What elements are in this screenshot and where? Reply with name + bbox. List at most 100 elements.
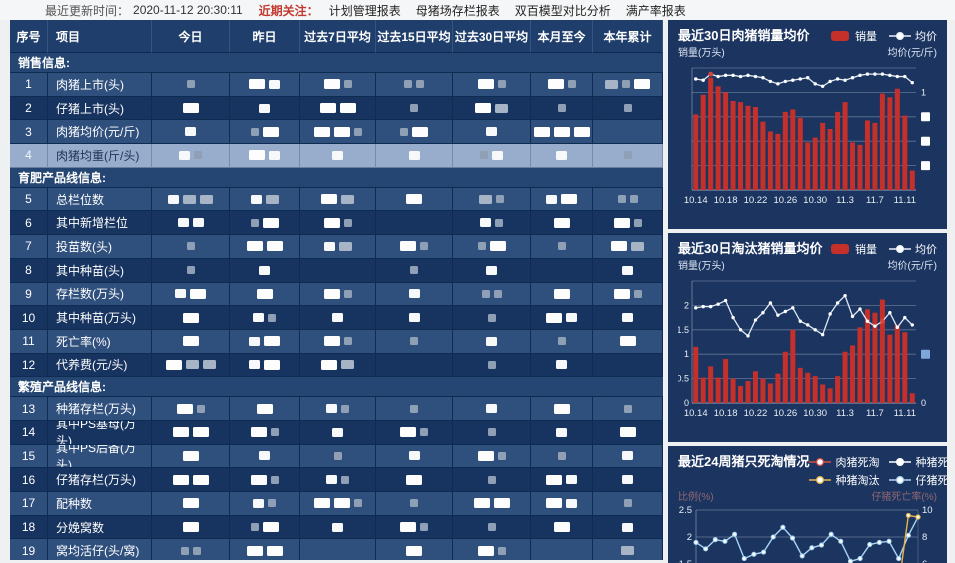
cell-redacted	[531, 539, 593, 560]
table-row[interactable]: 17 配种数	[10, 492, 663, 516]
redaction-block	[341, 360, 354, 370]
topbar-link-1[interactable]: 计划管理报表	[328, 3, 401, 18]
cell-redacted	[593, 235, 663, 259]
redaction-blocks	[152, 266, 229, 275]
table-row[interactable]: 15 其中PS后备(万头)	[10, 444, 663, 469]
table-row[interactable]: 19 窝均活仔(头/窝)	[10, 539, 663, 560]
redaction-block	[477, 450, 494, 461]
redaction-blocks	[453, 79, 530, 90]
cell-redacted	[376, 444, 453, 469]
row-label: 代养费(元/头)	[48, 353, 152, 378]
redaction-blocks	[152, 127, 229, 137]
redaction-block	[176, 403, 193, 414]
table-row[interactable]: 18 分娩窝数	[10, 515, 663, 540]
redaction-block	[613, 217, 630, 228]
redaction-blocks	[300, 451, 375, 460]
table-row[interactable]: 9 存栏数(万头)	[10, 282, 663, 307]
table-row[interactable]: 12 代养费(元/头)	[10, 353, 663, 378]
cell-redacted	[593, 515, 663, 540]
table-row[interactable]: 3 肉猪均价(元/斤)	[10, 120, 663, 145]
redaction-block	[321, 194, 337, 205]
cell-redacted	[376, 420, 453, 445]
svg-text:11.7: 11.7	[866, 195, 884, 206]
row-number: 7	[10, 235, 48, 259]
redaction-block	[573, 126, 590, 137]
table-row[interactable]: 4 肉猪均重(斤/头)	[10, 144, 663, 168]
update-time-label: 最近更新时间：	[45, 3, 130, 18]
cell-redacted	[453, 306, 531, 330]
legend-item-3[interactable]: 种猪淘汰	[809, 472, 879, 488]
redaction-block	[622, 522, 633, 532]
cell-redacted	[230, 235, 300, 259]
cell-redacted	[230, 539, 300, 560]
redaction-block	[270, 475, 279, 484]
redaction-block	[546, 194, 557, 204]
redaction-blocks	[453, 194, 530, 204]
redaction-block	[487, 523, 496, 532]
svg-text:10.14: 10.14	[684, 195, 708, 206]
redaction-blocks	[300, 241, 375, 251]
redaction-block	[556, 150, 567, 160]
redaction-block	[250, 194, 262, 204]
legend-item-4[interactable]: 仔猪死亡	[889, 472, 947, 488]
redaction-block	[492, 150, 503, 160]
redaction-block	[268, 499, 276, 508]
chart-legend: 肉猪死淘 种猪死亡种猪淘汰 仔猪死亡	[809, 454, 947, 488]
redaction-block	[475, 103, 491, 114]
topbar-link-3[interactable]: 双百模型对比分析	[514, 3, 611, 18]
redaction-block	[313, 498, 330, 509]
table-row[interactable]: 6 其中新增栏位	[10, 211, 663, 236]
cell-redacted	[531, 515, 593, 540]
cell-redacted	[376, 397, 453, 421]
cell-redacted	[376, 73, 453, 97]
redaction-block	[266, 545, 283, 556]
legend-item-1[interactable]: 销量	[829, 28, 877, 44]
legend-item-2[interactable]: 种猪死亡	[889, 454, 947, 470]
redaction-blocks	[453, 428, 530, 437]
table-row[interactable]: 5 总栏位数	[10, 187, 663, 212]
row-number: 18	[10, 515, 48, 540]
cell-redacted	[230, 282, 300, 307]
svg-text:0.5: 0.5	[678, 374, 689, 384]
legend-item-2[interactable]: 均价	[889, 241, 937, 257]
redaction-block	[408, 289, 420, 299]
svg-text:10.26: 10.26	[773, 408, 797, 419]
redaction-block	[533, 126, 550, 137]
redaction-blocks	[453, 450, 530, 461]
table-row[interactable]: 11 死亡率(%)	[10, 329, 663, 354]
y-axis-label-left: 销量(万头)	[678, 48, 725, 59]
topbar-link-2[interactable]: 母猪场存栏报表	[415, 3, 500, 18]
chart-card-header: 最近24周猪只死淘情况 肉猪死淘 种猪死亡种猪淘汰 仔猪死亡	[678, 454, 947, 488]
legend-label: 肉猪死淘	[835, 457, 880, 469]
table-body: 销售信息: 1 肉猪上市(头) 2 仔猪上市(头) 3 肉猪均价(元/斤) 4 肉猪均重(斤/头…	[10, 53, 663, 560]
column-header-8: 本年累计	[593, 20, 663, 53]
cell-redacted	[300, 211, 376, 236]
legend-item-2[interactable]: 均价	[889, 28, 937, 44]
redaction-block	[420, 428, 428, 437]
table-row[interactable]: 16 仔猪存栏(万头)	[10, 468, 663, 492]
legend-line-marker	[889, 244, 911, 254]
redaction-block	[553, 217, 570, 228]
redaction-block	[556, 427, 567, 437]
table-row[interactable]: 14 其中PS基母(万头)	[10, 420, 663, 445]
table-row[interactable]: 8 其中种苗(头)	[10, 258, 663, 283]
redaction-block	[333, 126, 350, 137]
row-number: 11	[10, 329, 48, 354]
cell-redacted	[152, 492, 230, 516]
cell-redacted	[300, 235, 376, 259]
table-row[interactable]: 1 肉猪上市(头)	[10, 73, 663, 97]
table-row[interactable]: 7 投苗数(头)	[10, 235, 663, 259]
row-number: 13	[10, 397, 48, 421]
table-row[interactable]: 10 其中种苗(万头)	[10, 306, 663, 330]
cell-redacted	[300, 444, 376, 469]
legend-item-1[interactable]: 肉猪死淘	[809, 454, 879, 470]
cell-redacted	[531, 96, 593, 121]
redaction-block	[487, 313, 496, 322]
redaction-blocks	[531, 79, 592, 90]
table-row[interactable]: 13 种猪存栏(万头)	[10, 397, 663, 421]
redaction-block	[567, 80, 576, 89]
redaction-block	[256, 288, 273, 299]
topbar-link-4[interactable]: 满产率报表	[625, 3, 686, 18]
legend-item-1[interactable]: 销量	[829, 241, 877, 257]
table-row[interactable]: 2 仔猪上市(头)	[10, 96, 663, 121]
